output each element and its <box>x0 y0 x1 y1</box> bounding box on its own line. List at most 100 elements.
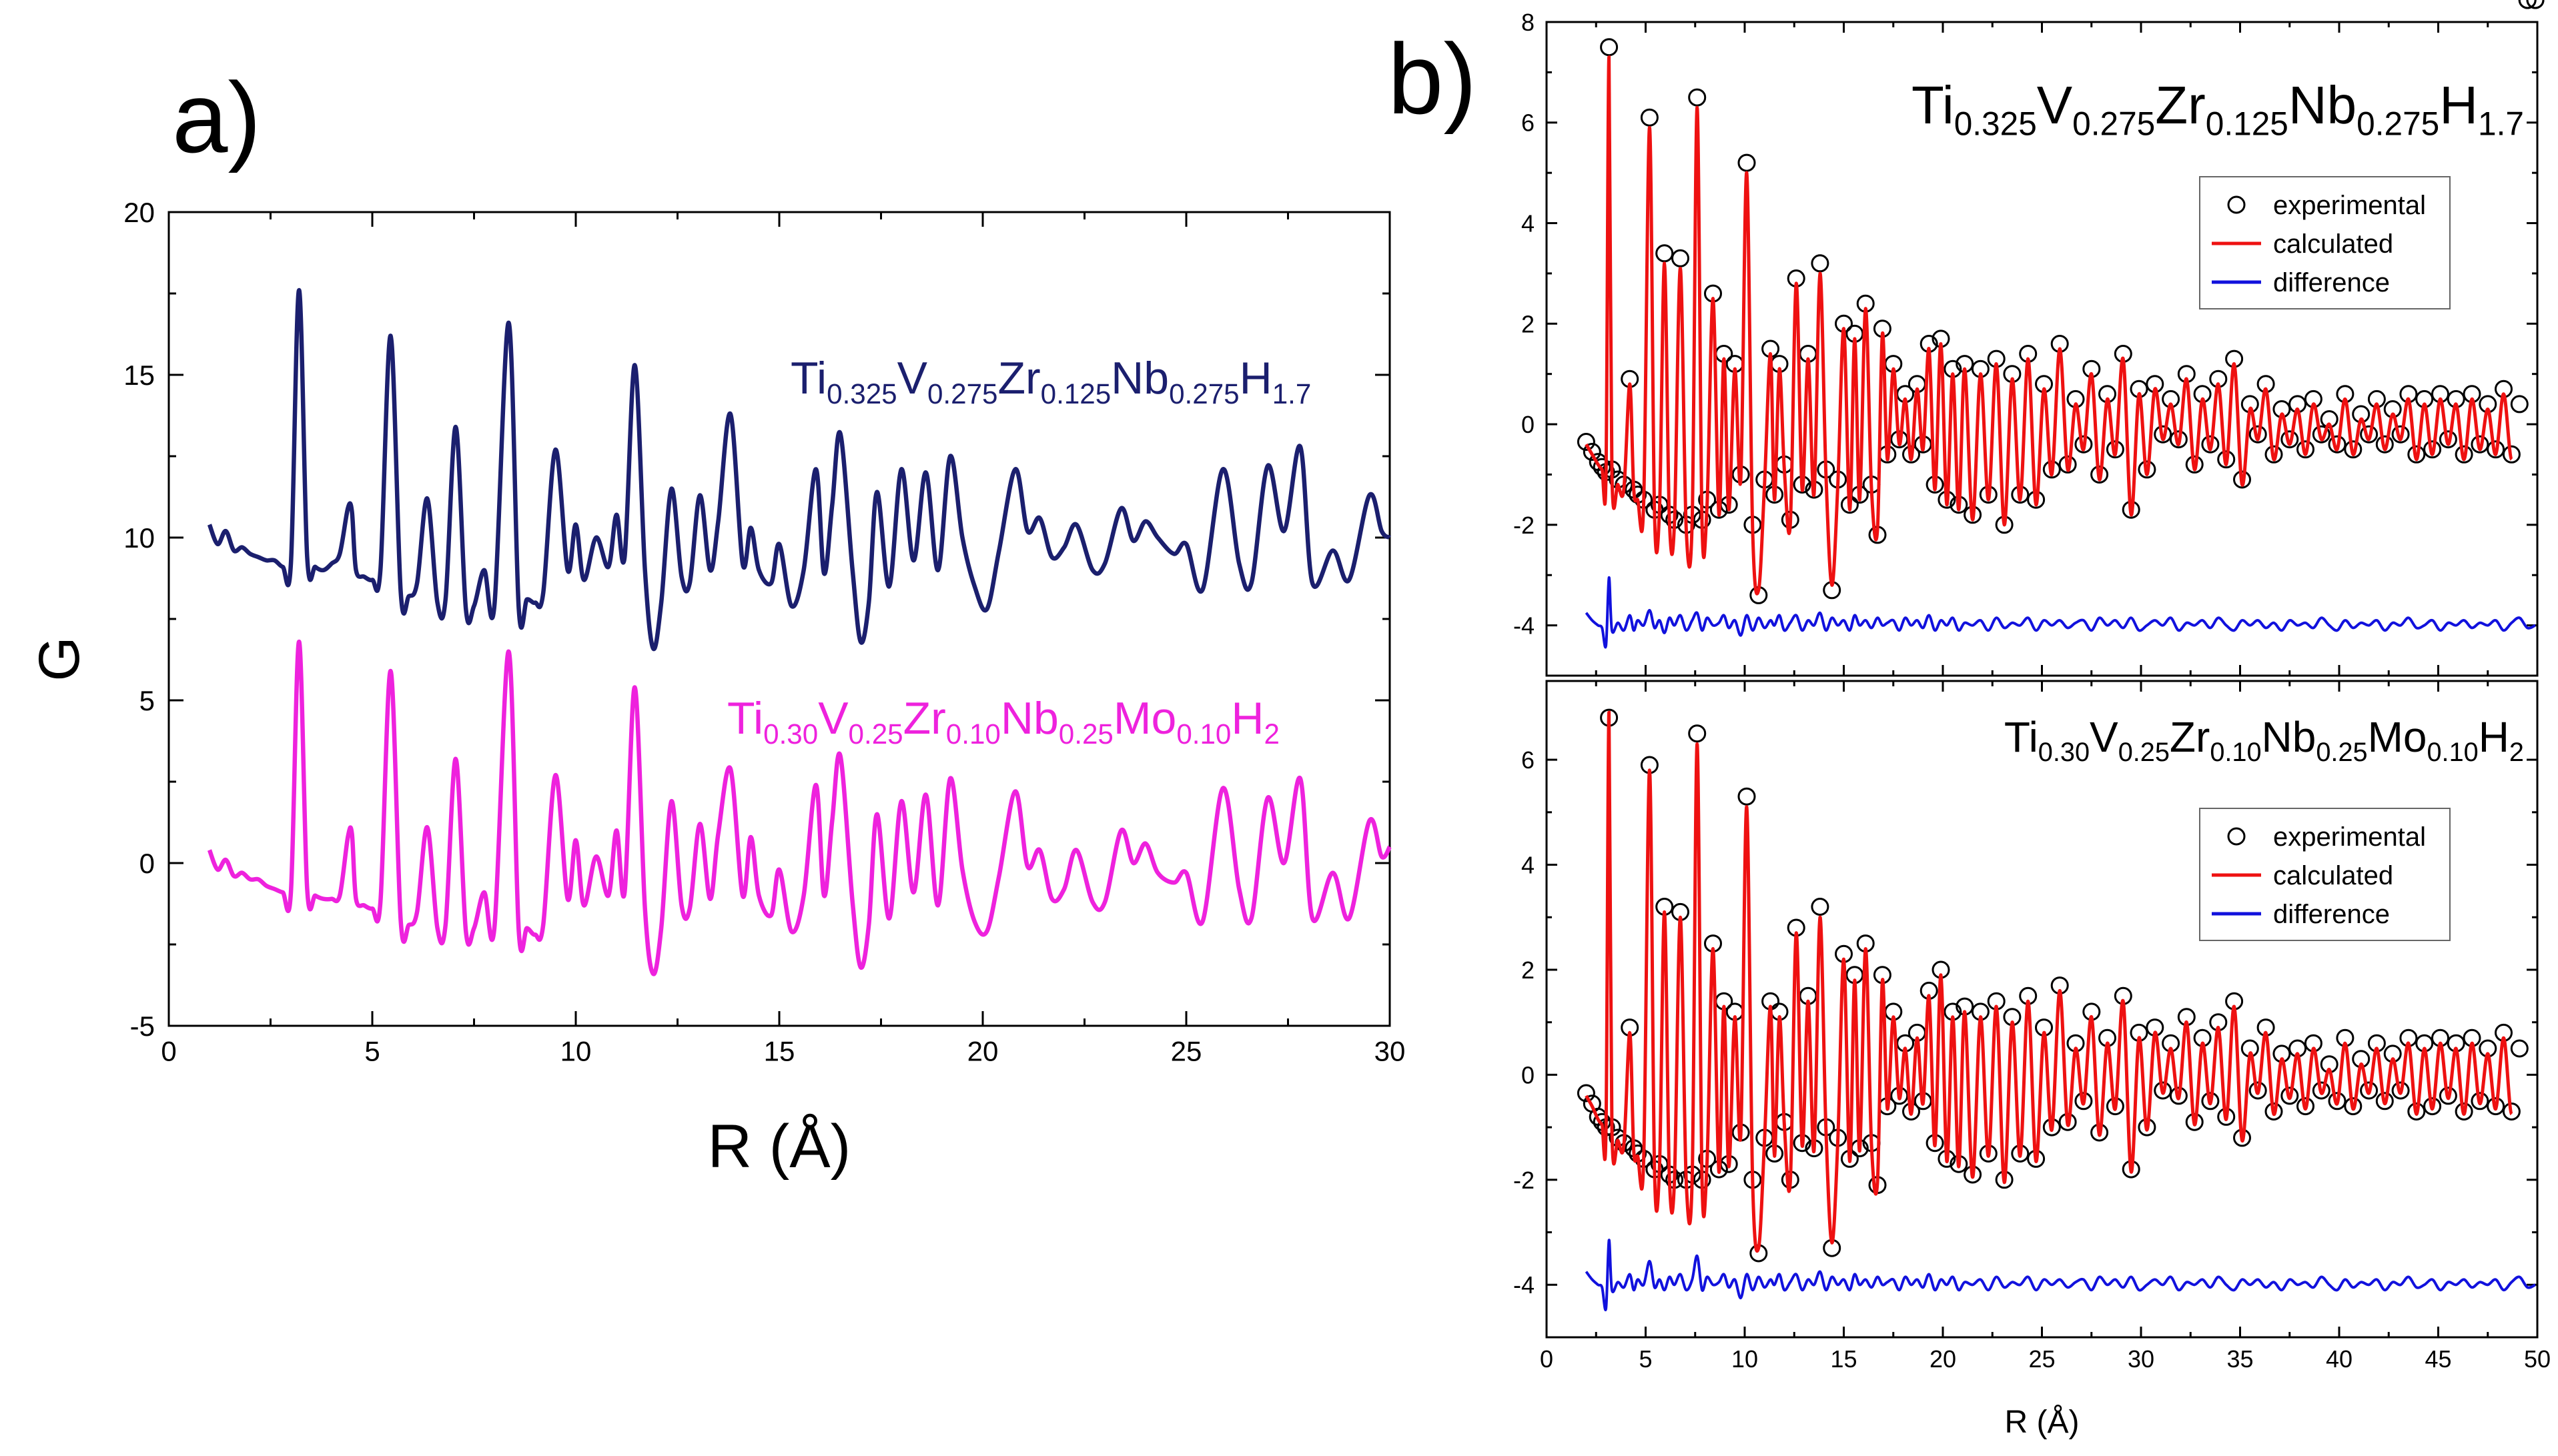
x-tick-label: 5 <box>1639 1345 1652 1373</box>
legend-label-difference: difference <box>2273 268 2390 297</box>
label-part: 0.275 <box>927 378 998 410</box>
experimental-point <box>2154 425 2172 444</box>
experimental-point <box>2312 1081 2330 1100</box>
y-tick-label: -5 <box>130 1010 155 1042</box>
experimental-point <box>2487 440 2505 459</box>
label-part: Zr <box>2170 713 2210 761</box>
y-tick-label: 10 <box>123 522 155 554</box>
experimental-point <box>2280 1086 2299 1105</box>
y-tick-label: 2 <box>1521 310 1535 337</box>
experimental-point <box>2264 445 2283 464</box>
label-part: 0.325 <box>827 378 897 410</box>
label-part: V <box>818 693 849 744</box>
experimental-point <box>2296 440 2314 459</box>
experimental-point <box>2375 1092 2394 1111</box>
experimental-point <box>2248 425 2267 444</box>
experimental-point <box>2510 395 2529 414</box>
experimental-point <box>2423 440 2442 459</box>
x-tick-label: 30 <box>2128 1345 2154 1373</box>
x-tick-label: 0 <box>1540 1345 1553 1373</box>
x-tick-label: 20 <box>1930 1345 1956 1373</box>
label-part: 0.30 <box>2038 738 2090 767</box>
experimental-point <box>2248 1081 2267 1100</box>
label-part: Ti <box>2004 713 2038 761</box>
x-tick-label: 5 <box>364 1036 380 1067</box>
experimental-point <box>1688 724 1707 743</box>
label-part: 0.25 <box>849 718 903 750</box>
panel-b-letter: b) <box>1388 23 1476 135</box>
experimental-point <box>2471 435 2489 454</box>
experimental-point <box>2455 1103 2473 1121</box>
panel-title: Ti0.30V0.25Zr0.10Nb0.25Mo0.10H2 <box>2004 713 2524 767</box>
series-label-ti325: Ti0.325V0.275Zr0.125Nb0.275H1.7 <box>791 353 1311 410</box>
experimental-point <box>2344 440 2363 459</box>
experimental-point <box>2154 1081 2172 1100</box>
y-tick-label: 6 <box>1521 746 1535 774</box>
y-axis-title: G <box>27 637 91 682</box>
label-part: V <box>897 353 928 404</box>
experimental-point <box>2344 1097 2363 1116</box>
label-part: 0.10 <box>2427 738 2478 767</box>
x-tick-label: 25 <box>1171 1036 1202 1067</box>
experimental-point <box>2360 425 2379 444</box>
experimental-point <box>2471 1092 2489 1111</box>
difference-line <box>1585 576 2536 649</box>
y-tick-label: 8 <box>1521 9 1535 36</box>
experimental-point <box>1811 254 1829 273</box>
experimental-point <box>2185 455 2204 474</box>
experimental-point <box>2487 1097 2505 1116</box>
legend-label-difference: difference <box>2273 900 2390 929</box>
panel-title: Ti0.325V0.275Zr0.125Nb0.275H1.7 <box>1911 75 2524 143</box>
experimental-point <box>1640 108 1659 127</box>
experimental-point <box>2455 445 2473 464</box>
label-part: Zr <box>2155 75 2206 135</box>
experimental-point <box>2510 1039 2529 1058</box>
y-tick-label: 15 <box>123 359 155 391</box>
y-tick-label: -2 <box>1513 512 1535 539</box>
label-part: Mo <box>2368 713 2427 761</box>
experimental-point <box>2280 430 2299 449</box>
experimental-point <box>1583 443 1601 461</box>
legend-label-experimental: experimental <box>2273 191 2426 220</box>
label-part: 0.10 <box>946 718 1001 750</box>
experimental-point <box>1577 1084 1595 1103</box>
experimental-point <box>2391 425 2410 444</box>
y-tick-label: -2 <box>1513 1167 1535 1194</box>
x-tick-label: 30 <box>1374 1036 1406 1067</box>
label-part: Nb <box>2288 75 2357 135</box>
experimental-point <box>2407 445 2426 464</box>
legend-swatch-experimental <box>2227 195 2246 214</box>
label-part: Ti <box>791 353 827 404</box>
experimental-point <box>1737 153 1756 172</box>
experimental-point <box>1671 249 1689 267</box>
experimental-point <box>2074 435 2093 454</box>
x-tick-label: 45 <box>2425 1345 2451 1373</box>
label-part: Mo <box>1114 693 1176 744</box>
experimental-point <box>2169 430 2188 449</box>
experimental-point <box>1577 433 1595 451</box>
y-tick-label: -4 <box>1513 1271 1535 1299</box>
x-tick-label: 10 <box>560 1036 592 1067</box>
label-part: 0.10 <box>2210 738 2261 767</box>
label-part: Nb <box>2262 713 2316 761</box>
experimental-point <box>2328 1092 2347 1111</box>
label-part: 0.125 <box>2206 105 2288 143</box>
experimental-point <box>2360 1081 2379 1100</box>
label-part: Ti <box>727 693 763 744</box>
y-tick-label: 2 <box>1521 956 1535 984</box>
experimental-point <box>2526 0 2545 9</box>
experimental-point <box>2328 435 2347 454</box>
label-part: Ti <box>1911 75 1954 135</box>
label-part: H <box>2479 713 2509 761</box>
x-tick-label: 10 <box>1731 1345 1758 1373</box>
experimental-point <box>1811 898 1829 916</box>
label-part: 2 <box>2509 738 2524 767</box>
x-axis-title: R (Å) <box>708 1113 851 1181</box>
label-part: Zr <box>903 693 946 744</box>
label-part: 0.325 <box>1954 105 2037 143</box>
legend-swatch-experimental <box>2227 827 2246 846</box>
label-part: 0.25 <box>2316 738 2367 767</box>
legend-label-experimental: experimental <box>2273 822 2426 852</box>
